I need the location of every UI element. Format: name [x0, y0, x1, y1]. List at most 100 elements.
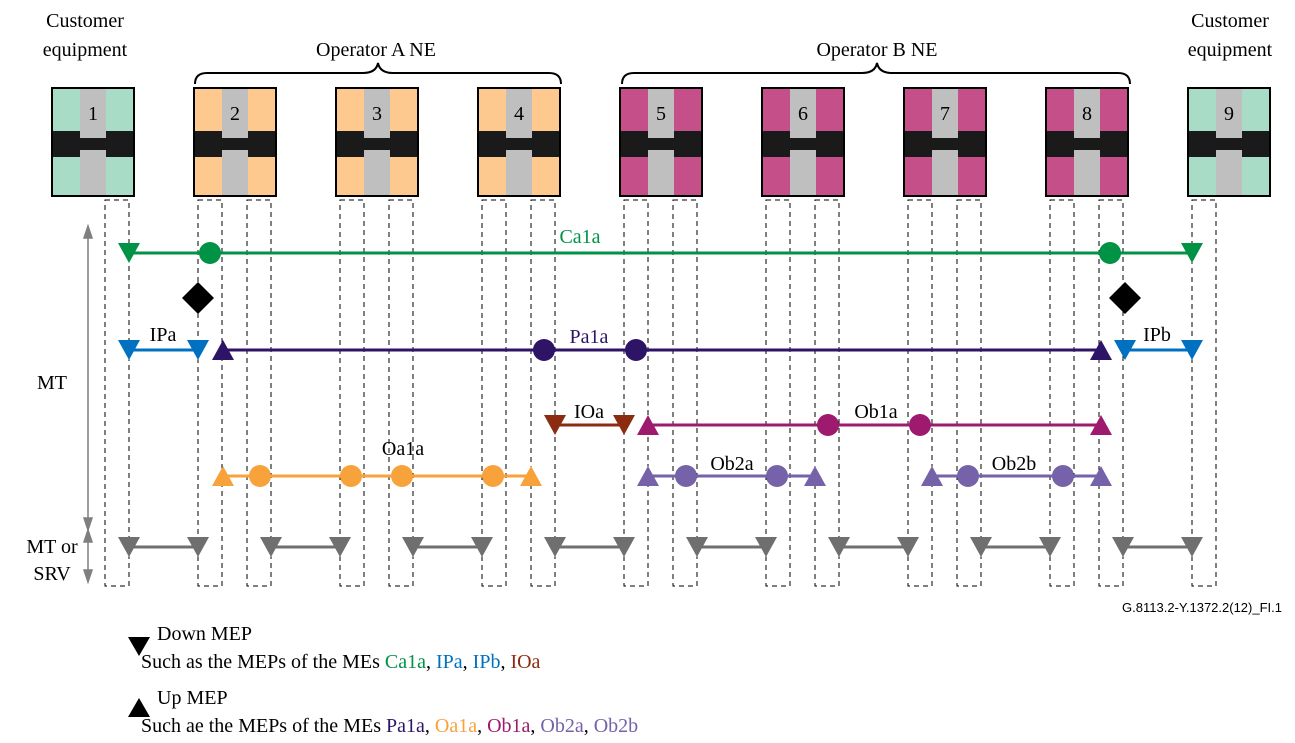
up-item-pa1a: Pa1a — [386, 715, 425, 737]
node-port-left — [194, 131, 222, 157]
interface-dashed-box — [765, 199, 791, 587]
down-mep-icon — [613, 537, 635, 557]
node-border — [193, 87, 277, 197]
node-port-left — [336, 131, 364, 157]
node-bridge — [648, 138, 674, 150]
down-mep-icon — [1039, 537, 1061, 557]
up-mep-icon — [637, 415, 659, 435]
me-label-ioa: IOa — [574, 401, 604, 423]
down-mep-prefix: Such as the MEPs of the MEs — [141, 651, 385, 673]
node-border — [335, 87, 419, 197]
up-mep-icon — [1090, 415, 1112, 435]
down-item-ipa: IPa — [436, 651, 463, 673]
node-9: 9 — [1187, 87, 1271, 197]
node-7: 7 — [903, 87, 987, 197]
node-8: 8 — [1045, 87, 1129, 197]
separator: , — [425, 715, 435, 737]
diamond-icon — [182, 282, 214, 314]
node-port-right — [248, 131, 276, 157]
me-label-ca1a: Ca1a — [559, 226, 600, 248]
down-mep-icon — [1181, 243, 1203, 263]
separator: , — [477, 715, 487, 737]
interface-dashed-box — [481, 199, 507, 587]
node-bridge — [932, 138, 958, 150]
separator: , — [500, 651, 510, 673]
diamond-icon — [1109, 282, 1141, 314]
mip-icon — [675, 465, 697, 487]
up-mep-legend-icon — [128, 698, 150, 717]
interface-dashed-box — [246, 199, 272, 587]
node-1: 1 — [51, 87, 135, 197]
operator-b-brace — [621, 62, 1131, 85]
interface-dashed-boxes — [104, 199, 1217, 587]
node-port-right — [674, 131, 702, 157]
node-number: 6 — [798, 103, 808, 125]
interface-dashed-box — [672, 199, 698, 587]
interface-dashed-box — [339, 199, 365, 587]
me-label-ob2b: Ob2b — [992, 453, 1036, 475]
node-bridge — [1074, 138, 1100, 150]
mip-icon — [482, 465, 504, 487]
node-border — [903, 87, 987, 197]
node-bridge — [1216, 138, 1242, 150]
mip-icon — [909, 414, 931, 436]
node-port-left — [762, 131, 790, 157]
down-mep-icon — [260, 537, 282, 557]
mip-icon — [391, 465, 413, 487]
up-item-ob1a: Ob1a — [487, 715, 530, 737]
down-mep-icon — [187, 340, 209, 360]
down-mep-icon — [187, 537, 209, 557]
node-port-left — [1188, 131, 1216, 157]
down-mep-title: Down MEP — [157, 623, 252, 645]
node-bridge — [506, 138, 532, 150]
me-label-ob2a: Ob2a — [710, 453, 753, 475]
node-port-left — [478, 131, 506, 157]
up-item-ob2a: Ob2a — [540, 715, 583, 737]
srv-arrow-down-icon — [82, 569, 94, 585]
separator: , — [584, 715, 594, 737]
node-bridge — [790, 138, 816, 150]
interface-dashed-box — [530, 199, 556, 587]
down-mep-icon — [1114, 340, 1136, 360]
interface-dashed-box — [1191, 199, 1217, 587]
node-number: 8 — [1082, 103, 1092, 125]
mip-icon — [1052, 465, 1074, 487]
mt-arrow-down-icon — [82, 517, 94, 533]
node-border — [51, 87, 135, 197]
down-mep-icon — [686, 537, 708, 557]
node-6: 6 — [761, 87, 845, 197]
down-mep-icon — [897, 537, 919, 557]
separator: , — [426, 651, 436, 673]
node-bridge — [364, 138, 390, 150]
node-border — [1187, 87, 1271, 197]
separator: , — [530, 715, 540, 737]
down-mep-icon — [970, 537, 992, 557]
node-number: 1 — [88, 103, 98, 125]
up-mep-icon — [1090, 340, 1112, 360]
me-label-ipb: IPb — [1143, 324, 1171, 346]
figure-id: G.8113.2-Y.1372.2(12)_FI.1 — [1122, 600, 1282, 615]
mip-icon — [957, 465, 979, 487]
down-mep-icon — [118, 537, 140, 557]
operator-a-label: Operator A NE — [316, 39, 436, 61]
interface-dashed-box — [956, 199, 982, 587]
network-elements: 1 2 3 4 5 6 7 8 9 — [51, 87, 1271, 197]
mip-icon — [817, 414, 839, 436]
mip-icon — [199, 242, 221, 264]
down-mep-icon — [402, 537, 424, 557]
interface-dashed-box — [1098, 199, 1124, 587]
srv-arrow-up-icon — [82, 527, 94, 543]
node-port-left — [904, 131, 932, 157]
up-mep-icon — [520, 466, 542, 486]
customer-right-label-line1: Customer — [1191, 10, 1269, 32]
mt-arrow-up-icon — [82, 223, 94, 239]
up-mep-icon — [637, 466, 659, 486]
node-port-left — [52, 131, 80, 157]
maintenance-entities — [118, 242, 1203, 557]
customer-left-label-line2: equipment — [43, 39, 128, 61]
node-port-right — [390, 131, 418, 157]
down-mep-icon — [613, 415, 635, 435]
up-mep-icon — [1090, 466, 1112, 486]
node-port-right — [1242, 131, 1270, 157]
node-border — [619, 87, 703, 197]
